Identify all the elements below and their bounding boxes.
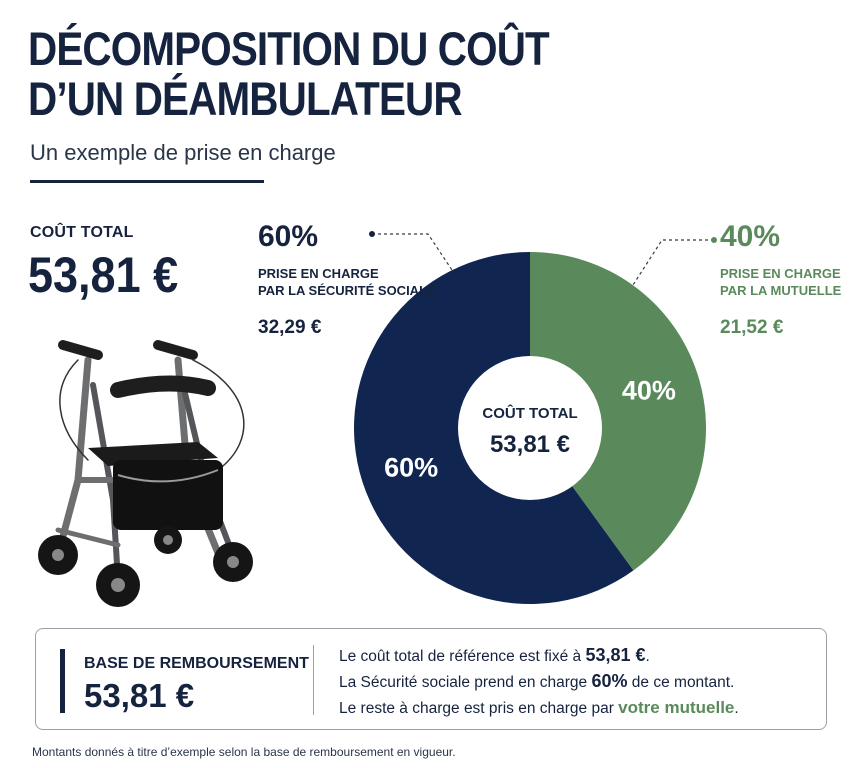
slice-label-mutuelle: 40% bbox=[622, 375, 676, 405]
reimbursement-explanation: Le coût total de référence est fixé à 53… bbox=[339, 643, 739, 721]
explanation-line-1: Le coût total de référence est fixé à 53… bbox=[339, 645, 650, 665]
explanation-line-3: Le reste à charge est pris en charge par… bbox=[339, 698, 739, 717]
slice-label-securite-sociale: 60% bbox=[384, 453, 438, 483]
donut-center-value: 53,81 € bbox=[490, 431, 570, 458]
callout-right-label-line2: PAR LA MUTUELLE bbox=[720, 283, 842, 298]
callout-left-percent: 60% bbox=[258, 220, 319, 253]
reimbursement-label: BASE DE REMBOURSEMENT bbox=[84, 655, 309, 672]
page-subtitle: Un exemple de prise en charge bbox=[30, 140, 336, 165]
panel-accent-bar bbox=[60, 649, 65, 713]
donut-hole bbox=[458, 356, 602, 500]
reimbursement-panel: BASE DE REMBOURSEMENT 53,81 € Le coût to… bbox=[35, 628, 827, 730]
leader-dot-right bbox=[711, 237, 717, 243]
callout-securite-sociale: 60% PRISE EN CHARGE PAR LA SÉCURITÉ SOCI… bbox=[258, 221, 436, 339]
callout-right-amount: 21,52 € bbox=[720, 317, 784, 338]
total-cost-label: COÛT TOTAL bbox=[30, 224, 134, 241]
callout-mutuelle: 40% PRISE EN CHARGE PAR LA MUTUELLE 21,5… bbox=[720, 221, 841, 339]
leader-line-right bbox=[632, 239, 714, 286]
page-title: DÉCOMPOSITION DU COÛT D’UN DÉAMBULATEUR bbox=[28, 24, 561, 124]
reimbursement-value: 53,81 € bbox=[84, 677, 195, 714]
footnote: Montants donnés à titre d’exemple selon … bbox=[32, 745, 456, 759]
pie-slice-mutuelle bbox=[530, 252, 706, 571]
donut-center-label: COÛT TOTAL bbox=[482, 404, 577, 422]
callout-right-label-line1: PRISE EN CHARGE bbox=[720, 266, 841, 281]
callout-left-label-line2: PAR LA SÉCURITÉ SOCIALE bbox=[258, 283, 436, 298]
callout-left-label-line1: PRISE EN CHARGE bbox=[258, 266, 379, 281]
callout-left-amount: 32,29 € bbox=[258, 317, 322, 338]
title-divider bbox=[30, 180, 264, 183]
callout-right-percent: 40% bbox=[720, 220, 781, 253]
explanation-line-2: La Sécurité sociale prend en charge 60% … bbox=[339, 671, 735, 691]
walker-illustration bbox=[38, 340, 253, 607]
total-cost-value: 53,81 € bbox=[28, 247, 179, 303]
title-line-2: D’UN DÉAMBULATEUR bbox=[28, 72, 463, 125]
panel-divider bbox=[313, 645, 314, 715]
title-line-1: DÉCOMPOSITION DU COÛT bbox=[28, 22, 550, 75]
